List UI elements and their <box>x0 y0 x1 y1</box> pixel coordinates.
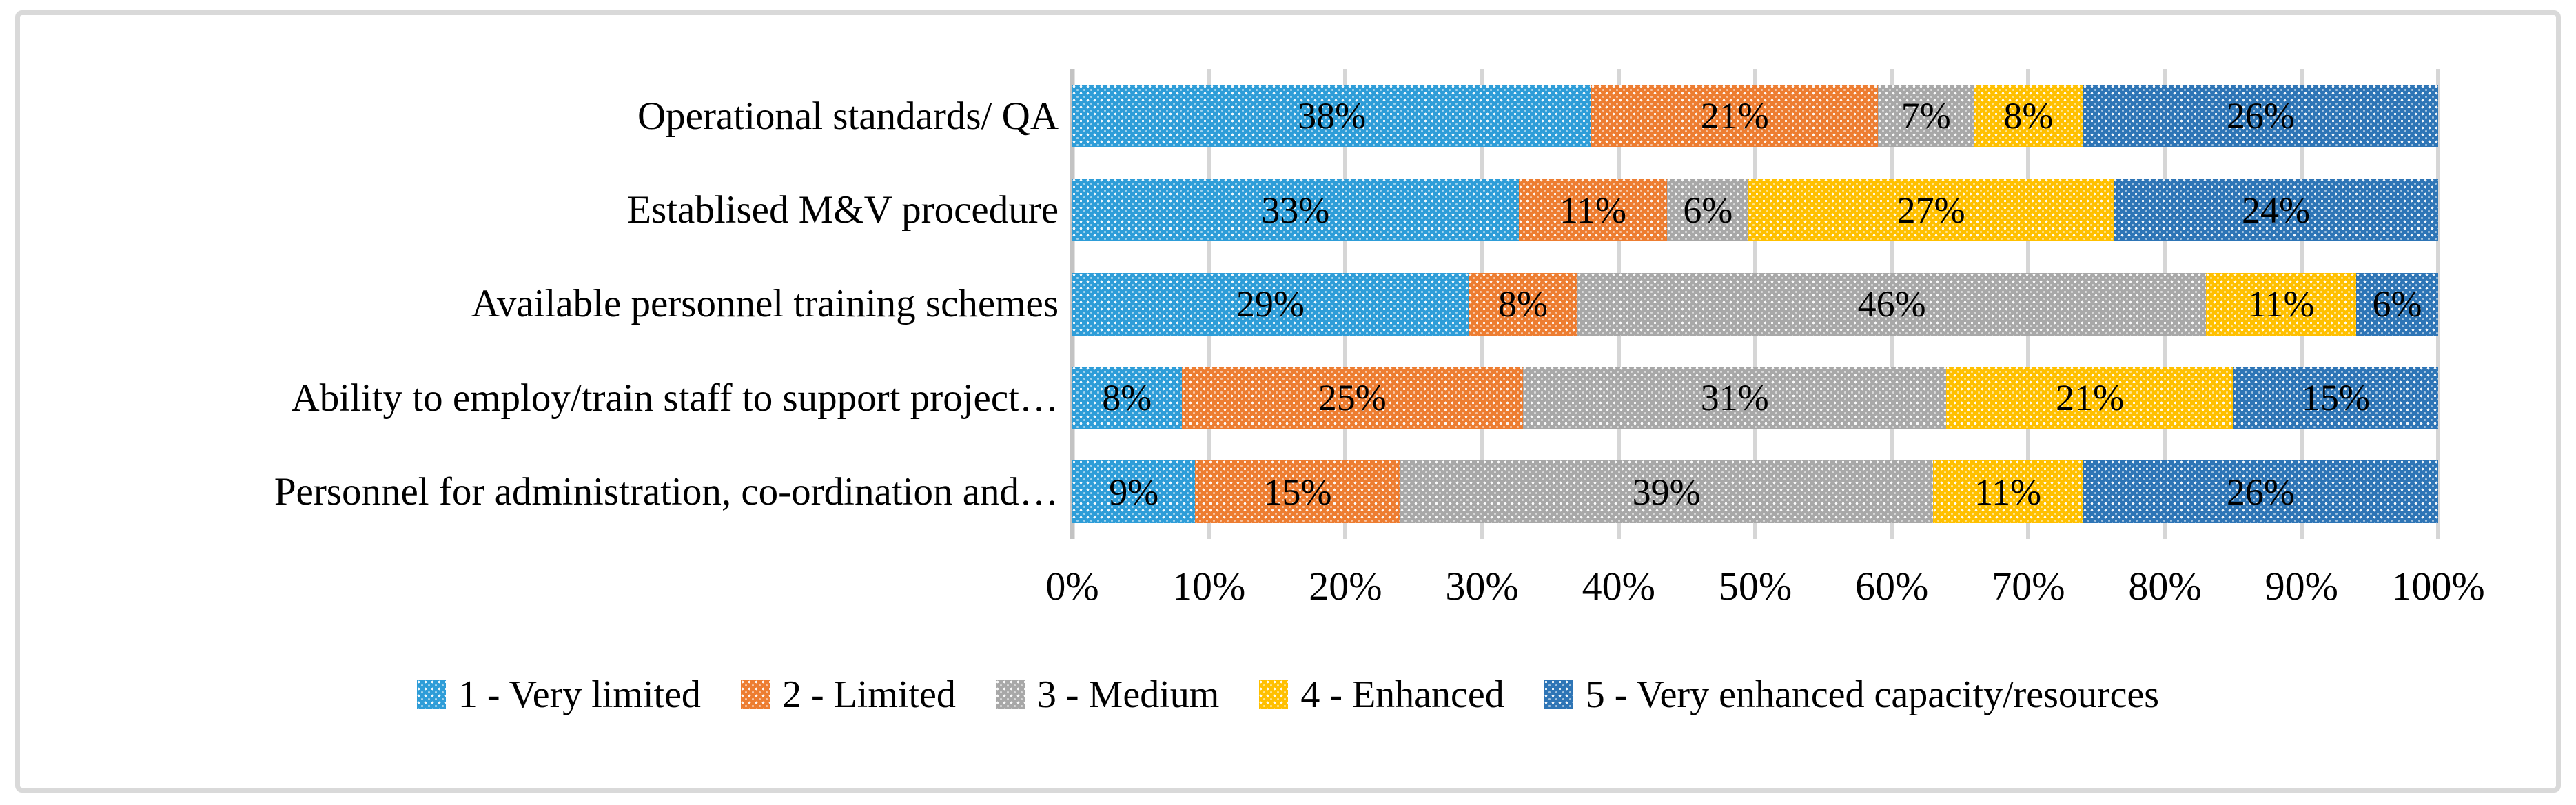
bar-row: 9% 15% 39% 11% 26% <box>1072 460 2438 524</box>
bar-segment: 8% <box>1072 366 1182 429</box>
bar-segment: 26% <box>2083 460 2438 524</box>
bar-segment: 15% <box>2233 366 2438 429</box>
bar-segment-label: 31% <box>1700 377 1769 419</box>
bar-segment: 8% <box>1468 272 1578 336</box>
category-label: Available personnel training schemes <box>471 282 1059 326</box>
legend-label: 5 - Very enhanced capacity/resources <box>1585 673 2160 716</box>
x-tick-label: 30% <box>1445 564 1519 609</box>
bar-segment: 27% <box>1748 179 2114 242</box>
bar-segment-label: 46% <box>1857 283 1926 325</box>
x-tick-label: 70% <box>1992 564 2065 609</box>
bar-segment: 38% <box>1072 84 1592 147</box>
bar-segment: 39% <box>1400 460 1933 524</box>
bar-segment-label: 29% <box>1236 283 1305 325</box>
legend: 1 - Very limited 2 - Limited 3 - Medium 4 -… <box>0 658 2576 731</box>
x-tick-label: 0% <box>1045 564 1099 609</box>
bar-segment-label: 25% <box>1318 377 1387 419</box>
bar-segment: 29% <box>1072 272 1469 336</box>
bar-segment: 11% <box>1932 460 2083 524</box>
bar-segment: 25% <box>1181 366 1524 429</box>
bar-segment: 33% <box>1072 179 1519 242</box>
bar-segment: 46% <box>1577 272 2207 336</box>
legend-item: 1 - Very limited <box>416 673 701 716</box>
legend-item: 5 - Very enhanced capacity/resources <box>1544 675 2159 714</box>
bar-segment-label: 26% <box>2226 471 2295 513</box>
legend-swatch-icon <box>740 680 770 709</box>
bar-segment-label: 8% <box>2003 95 2054 137</box>
bar-segment-label: 27% <box>1897 189 1965 231</box>
x-tick-label: 100% <box>2391 564 2485 609</box>
legend-swatch-icon <box>1259 680 1289 709</box>
category-label: Ability to employ/train staff to support… <box>291 376 1059 420</box>
bar-segment: 6% <box>2356 272 2438 336</box>
bar-row: 33% 11% 6% 27% 24% <box>1072 179 2438 242</box>
bar-segment: 15% <box>1195 460 1400 524</box>
bar-segment-label: 21% <box>1700 95 1769 137</box>
x-tick-label: 60% <box>1855 564 1929 609</box>
bar-row: 38% 21% 7% 8% 26% <box>1072 84 2438 147</box>
bar-segment-label: 15% <box>2301 377 2370 419</box>
bar-segment-label: 21% <box>2056 377 2125 419</box>
bar-segment-label: 33% <box>1261 189 1330 231</box>
bar-segment-label: 38% <box>1298 95 1367 137</box>
category-label: Establised M&V procedure <box>627 188 1059 232</box>
bar-segment: 21% <box>1591 84 1879 147</box>
plot-area: 38% 21% 7% 8% 26% 33% 11% 6% 27% 24% 29% 8% 46% 11% 6%… <box>1070 69 2440 539</box>
legend-item: 2 - Limited <box>740 673 956 716</box>
bar-row: 29% 8% 46% 11% 6% <box>1072 272 2438 336</box>
bar-segment-label: 11% <box>1974 471 2042 513</box>
bar-segment-label: 6% <box>2372 283 2422 325</box>
legend-label: 4 - Enhanced <box>1300 673 1504 716</box>
legend-swatch-icon <box>1544 680 1573 709</box>
category-label: Operational standards/ QA <box>637 94 1059 138</box>
bar-segment: 24% <box>2114 179 2438 242</box>
bar-segment-label: 39% <box>1632 471 1701 513</box>
bar-segment: 31% <box>1523 366 1947 429</box>
bar-segment-label: 8% <box>1102 377 1152 419</box>
legend-swatch-icon <box>995 680 1025 709</box>
bar-segment: 26% <box>2083 84 2438 147</box>
x-tick-label: 80% <box>2128 564 2202 609</box>
bar-segment-label: 15% <box>1263 471 1332 513</box>
x-tick-label: 20% <box>1309 564 1382 609</box>
bar-segment: 11% <box>2206 272 2357 336</box>
legend-swatch-icon <box>416 680 446 709</box>
legend-item: 3 - Medium <box>995 673 1220 716</box>
x-tick-label: 10% <box>1172 564 1246 609</box>
bar-row: 8% 25% 31% 21% 15% <box>1072 366 2438 429</box>
bar-segment: 7% <box>1878 84 1974 147</box>
bar-segment: 9% <box>1072 460 1196 524</box>
bar-segment: 21% <box>1946 366 2233 429</box>
bar-segment-label: 11% <box>1560 189 1626 231</box>
legend-label: 1 - Very limited <box>458 673 701 716</box>
bar-segment-label: 8% <box>1498 283 1548 325</box>
category-label: Personnel for administration, co-ordinat… <box>274 470 1059 514</box>
bar-segment-label: 7% <box>1901 95 1951 137</box>
legend-label: 3 - Medium <box>1036 673 1220 716</box>
legend-item: 4 - Enhanced <box>1259 675 1504 714</box>
x-tick-label: 50% <box>1718 564 1792 609</box>
bar-segment-label: 24% <box>2241 189 2310 231</box>
x-tick-label: 40% <box>1582 564 1655 609</box>
x-tick-label: 90% <box>2265 564 2338 609</box>
gridline <box>2436 69 2440 539</box>
legend-label: 2 - Limited <box>781 673 956 716</box>
bar-segment-label: 26% <box>2226 95 2295 137</box>
bar-segment-label: 6% <box>1683 189 1733 231</box>
bar-segment: 8% <box>1974 84 2083 147</box>
bar-segment-label: 11% <box>2247 283 2315 325</box>
bar-segment: 11% <box>1518 179 1668 242</box>
bar-segment-label: 9% <box>1109 471 1159 513</box>
bar-segment: 6% <box>1667 179 1749 242</box>
